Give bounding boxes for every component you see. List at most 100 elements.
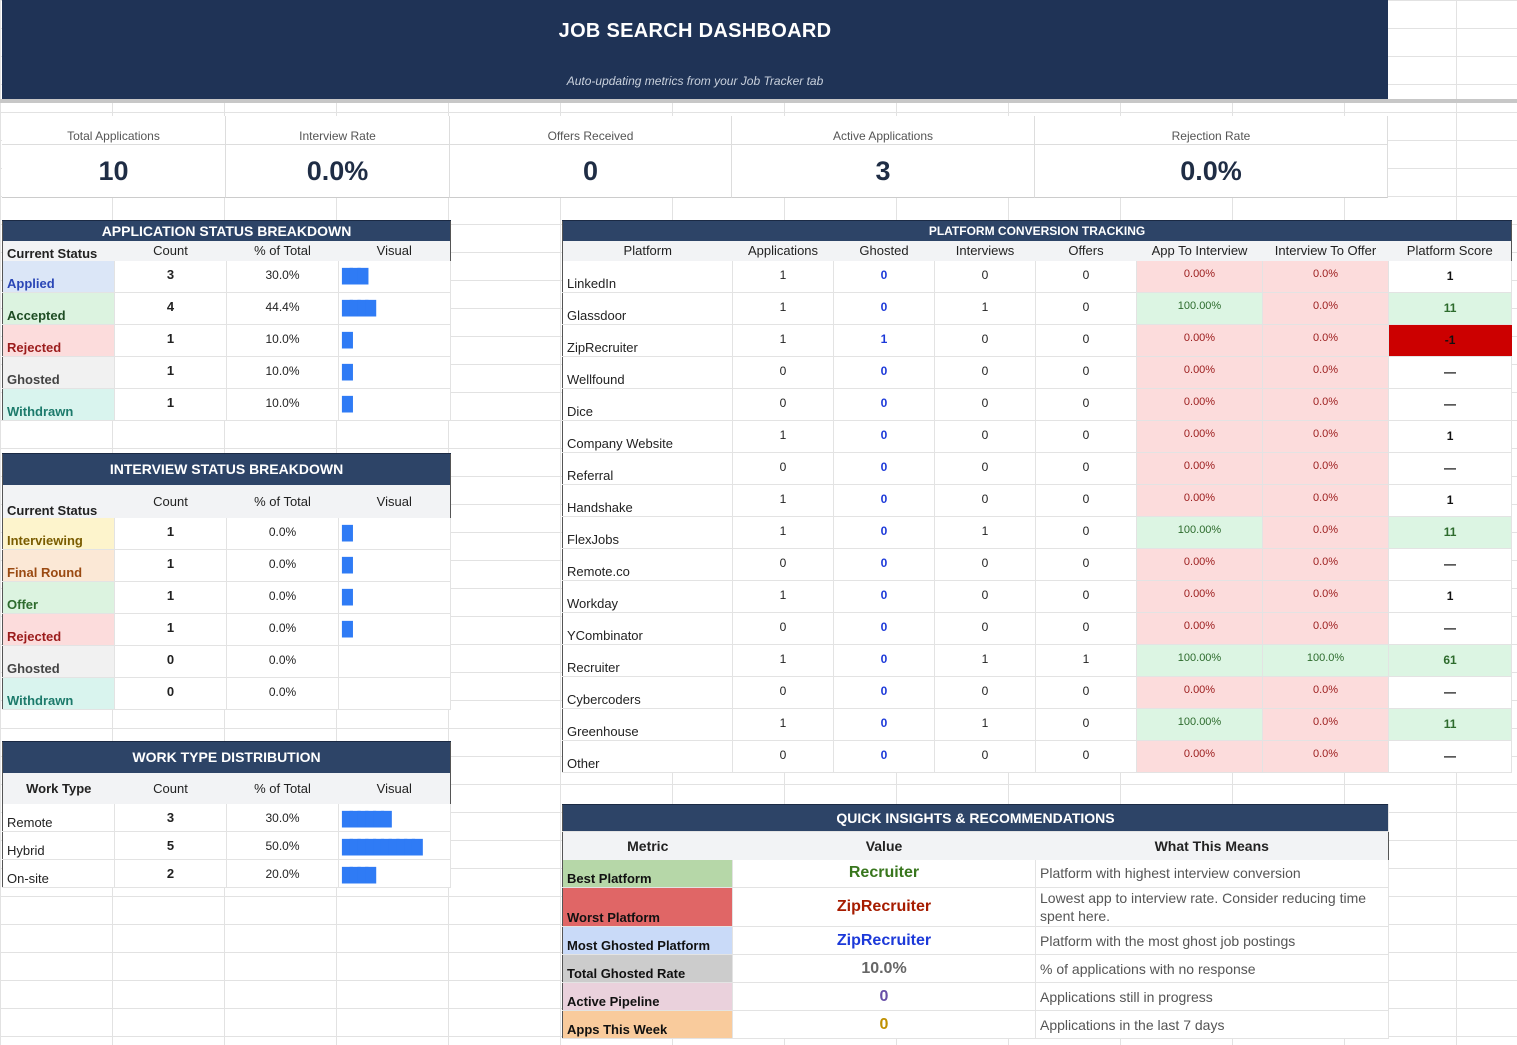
offers-cell[interactable]: 0 bbox=[1035, 740, 1137, 773]
platform-score-cell[interactable]: — bbox=[1388, 676, 1513, 709]
percent-cell[interactable]: 20.0% bbox=[226, 859, 339, 888]
status-cell[interactable]: Ghosted bbox=[2, 356, 115, 389]
platform-name-cell[interactable]: FlexJobs bbox=[562, 516, 733, 549]
platform-score-cell[interactable]: 1 bbox=[1388, 580, 1513, 613]
app-to-interview-cell[interactable]: 0.00% bbox=[1136, 324, 1263, 357]
ghosted-cell[interactable]: 0 bbox=[833, 388, 935, 421]
interviews-cell[interactable]: 0 bbox=[934, 612, 1036, 645]
visual-cell[interactable]: ████ bbox=[338, 292, 452, 325]
count-cell[interactable]: 1 bbox=[114, 581, 227, 614]
platform-name-cell[interactable]: Recruiter bbox=[562, 644, 733, 677]
applications-cell[interactable]: 1 bbox=[732, 324, 834, 357]
metric-value-cell[interactable]: 10.0% bbox=[732, 954, 1036, 983]
ghosted-cell[interactable]: 0 bbox=[833, 644, 935, 677]
offers-cell[interactable]: 0 bbox=[1035, 260, 1137, 293]
work-type-cell[interactable]: On-site bbox=[2, 859, 115, 888]
interviews-cell[interactable]: 0 bbox=[934, 580, 1036, 613]
ghosted-cell[interactable]: 0 bbox=[833, 516, 935, 549]
applications-cell[interactable]: 1 bbox=[732, 644, 834, 677]
applications-cell[interactable]: 1 bbox=[732, 484, 834, 517]
interviews-cell[interactable]: 0 bbox=[934, 484, 1036, 517]
applications-cell[interactable]: 1 bbox=[732, 292, 834, 325]
count-cell[interactable]: 3 bbox=[114, 260, 227, 293]
interviews-cell[interactable]: 0 bbox=[934, 676, 1036, 709]
app-to-interview-cell[interactable]: 0.00% bbox=[1136, 580, 1263, 613]
status-cell[interactable]: Ghosted bbox=[2, 645, 115, 678]
percent-cell[interactable]: 0.0% bbox=[226, 613, 339, 646]
interview-to-offer-cell[interactable]: 0.0% bbox=[1262, 324, 1389, 357]
applications-cell[interactable]: 0 bbox=[732, 356, 834, 389]
interviews-cell[interactable]: 1 bbox=[934, 292, 1036, 325]
interview-to-offer-cell[interactable]: 0.0% bbox=[1262, 676, 1389, 709]
interviews-cell[interactable]: 0 bbox=[934, 356, 1036, 389]
status-cell[interactable]: Rejected bbox=[2, 613, 115, 646]
applications-cell[interactable]: 1 bbox=[732, 516, 834, 549]
ghosted-cell[interactable]: 0 bbox=[833, 708, 935, 741]
percent-cell[interactable]: 44.4% bbox=[226, 292, 339, 325]
interview-to-offer-cell[interactable]: 0.0% bbox=[1262, 484, 1389, 517]
app-to-interview-cell[interactable]: 0.00% bbox=[1136, 740, 1263, 773]
status-cell[interactable]: Accepted bbox=[2, 292, 115, 325]
status-cell[interactable]: Final Round bbox=[2, 549, 115, 582]
visual-cell[interactable]: █ bbox=[338, 613, 452, 646]
visual-cell[interactable] bbox=[338, 645, 452, 678]
platform-name-cell[interactable]: Handshake bbox=[562, 484, 733, 517]
platform-name-cell[interactable]: Wellfound bbox=[562, 356, 733, 389]
interviews-cell[interactable]: 0 bbox=[934, 740, 1036, 773]
interview-to-offer-cell[interactable]: 0.0% bbox=[1262, 292, 1389, 325]
count-cell[interactable]: 4 bbox=[114, 292, 227, 325]
platform-name-cell[interactable]: Glassdoor bbox=[562, 292, 733, 325]
interviews-cell[interactable]: 0 bbox=[934, 260, 1036, 293]
count-cell[interactable]: 1 bbox=[114, 517, 227, 550]
interview-to-offer-cell[interactable]: 0.0% bbox=[1262, 420, 1389, 453]
platform-name-cell[interactable]: Company Website bbox=[562, 420, 733, 453]
platform-score-cell[interactable]: — bbox=[1388, 548, 1513, 581]
app-to-interview-cell[interactable]: 0.00% bbox=[1136, 612, 1263, 645]
percent-cell[interactable]: 10.0% bbox=[226, 388, 339, 421]
interview-to-offer-cell[interactable]: 0.0% bbox=[1262, 388, 1389, 421]
offers-cell[interactable]: 0 bbox=[1035, 516, 1137, 549]
offers-cell[interactable]: 0 bbox=[1035, 324, 1137, 357]
visual-cell[interactable]: ████ bbox=[338, 859, 452, 888]
count-cell[interactable]: 0 bbox=[114, 645, 227, 678]
ghosted-cell[interactable]: 0 bbox=[833, 676, 935, 709]
percent-cell[interactable]: 30.0% bbox=[226, 260, 339, 293]
percent-cell[interactable]: 0.0% bbox=[226, 645, 339, 678]
platform-score-cell[interactable]: — bbox=[1388, 356, 1513, 389]
count-cell[interactable]: 1 bbox=[114, 549, 227, 582]
percent-cell[interactable]: 50.0% bbox=[226, 831, 339, 860]
platform-score-cell[interactable]: — bbox=[1388, 740, 1513, 773]
app-to-interview-cell[interactable]: 100.00% bbox=[1136, 708, 1263, 741]
percent-cell[interactable]: 0.0% bbox=[226, 517, 339, 550]
ghosted-cell[interactable]: 0 bbox=[833, 612, 935, 645]
interview-to-offer-cell[interactable]: 0.0% bbox=[1262, 356, 1389, 389]
applications-cell[interactable]: 0 bbox=[732, 548, 834, 581]
ghosted-cell[interactable]: 0 bbox=[833, 292, 935, 325]
metric-description-cell[interactable]: Platform with the most ghost job posting… bbox=[1035, 926, 1390, 955]
offers-cell[interactable]: 0 bbox=[1035, 292, 1137, 325]
platform-name-cell[interactable]: Dice bbox=[562, 388, 733, 421]
visual-cell[interactable]: █ bbox=[338, 517, 452, 550]
metric-description-cell[interactable]: Platform with highest interview conversi… bbox=[1035, 859, 1390, 888]
app-to-interview-cell[interactable]: 0.00% bbox=[1136, 452, 1263, 485]
metric-cell[interactable]: Total Ghosted Rate bbox=[562, 954, 733, 983]
offers-cell[interactable]: 0 bbox=[1035, 708, 1137, 741]
visual-cell[interactable]: █ bbox=[338, 388, 452, 421]
metric-value-cell[interactable]: 0 bbox=[732, 1010, 1036, 1039]
kpi-offers-received[interactable]: Offers Received 0 bbox=[450, 116, 732, 198]
platform-name-cell[interactable]: Workday bbox=[562, 580, 733, 613]
kpi-rejection-rate[interactable]: Rejection Rate 0.0% bbox=[1035, 116, 1388, 198]
platform-name-cell[interactable]: Remote.co bbox=[562, 548, 733, 581]
visual-cell[interactable]: █ bbox=[338, 356, 452, 389]
work-type-cell[interactable]: Hybrid bbox=[2, 831, 115, 860]
status-cell[interactable]: Rejected bbox=[2, 324, 115, 357]
platform-score-cell[interactable]: — bbox=[1388, 452, 1513, 485]
metric-cell[interactable]: Apps This Week bbox=[562, 1010, 733, 1039]
app-to-interview-cell[interactable]: 100.00% bbox=[1136, 516, 1263, 549]
kpi-interview-rate[interactable]: Interview Rate 0.0% bbox=[226, 116, 450, 198]
metric-description-cell[interactable]: Applications still in progress bbox=[1035, 982, 1390, 1011]
work-type-cell[interactable]: Remote bbox=[2, 803, 115, 832]
platform-score-cell[interactable]: 1 bbox=[1388, 484, 1513, 517]
status-cell[interactable]: Offer bbox=[2, 581, 115, 614]
percent-cell[interactable]: 30.0% bbox=[226, 803, 339, 832]
